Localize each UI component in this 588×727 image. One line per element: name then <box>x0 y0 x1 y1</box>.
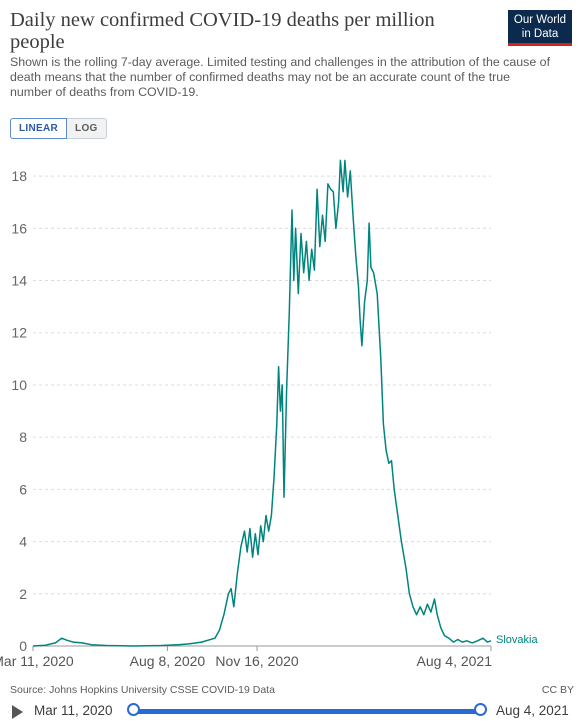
y-tick-label: 2 <box>19 586 27 602</box>
source-note[interactable]: Source: Johns Hopkins University CSSE CO… <box>10 684 275 696</box>
timeline-end-label: Aug 4, 2021 <box>496 703 569 718</box>
logo-line-2: in Data <box>521 28 559 40</box>
owid-logo[interactable]: Our World in Data <box>508 10 572 46</box>
chart-title: Daily new confirmed COVID-19 deaths per … <box>10 9 435 53</box>
series-layer: Slovakia <box>32 159 538 647</box>
series-line-slovakia[interactable] <box>32 159 492 647</box>
y-tick-label: 6 <box>19 481 27 497</box>
y-tick-label: 8 <box>19 429 27 445</box>
chart-subtitle: Shown is the rolling 7-day average. Limi… <box>10 55 551 99</box>
timeline-start-label: Mar 11, 2020 <box>34 703 113 718</box>
timeline-track[interactable] <box>133 709 481 714</box>
y-tick-label: 16 <box>11 220 27 236</box>
y-tick-label: 18 <box>11 168 27 184</box>
y-tick-label: 4 <box>19 534 27 550</box>
timeline-end-handle[interactable] <box>474 703 487 716</box>
grid-lines <box>33 175 491 647</box>
scale-toggle: LINEAR LOG <box>10 118 107 139</box>
logo-line-1: Our World <box>513 14 567 26</box>
x-tick-label: Aug 4, 2021 <box>416 653 492 669</box>
series-label[interactable]: Slovakia <box>496 634 538 646</box>
timeline-start-handle[interactable] <box>127 703 140 716</box>
timeline-slider: Mar 11, 2020 Aug 4, 2021 <box>0 700 588 725</box>
x-tick-label: Mar 11, 2020 <box>0 653 74 669</box>
x-axis-ticks: Mar 11, 2020 Aug 8, 2020 Nov 16, 2020 Aug 4… <box>0 646 492 669</box>
play-icon[interactable] <box>12 705 23 719</box>
linear-scale-button[interactable]: LINEAR <box>10 118 68 139</box>
x-tick-label: Aug 8, 2020 <box>130 653 206 669</box>
y-tick-label: 12 <box>11 325 27 341</box>
y-axis-ticks: 0 2 4 6 8 10 12 14 16 18 <box>11 168 27 654</box>
y-tick-label: 14 <box>11 273 27 289</box>
license-link[interactable]: CC BY <box>541 684 574 696</box>
x-tick-label: Nov 16, 2020 <box>215 653 298 669</box>
line-chart: 0 2 4 6 8 10 12 14 16 18 Mar 11, 2020 Aug 8, 2020 N… <box>0 159 538 669</box>
y-tick-label: 10 <box>11 377 27 393</box>
y-tick-label: 0 <box>19 638 27 654</box>
log-scale-button[interactable]: LOG <box>67 118 107 139</box>
